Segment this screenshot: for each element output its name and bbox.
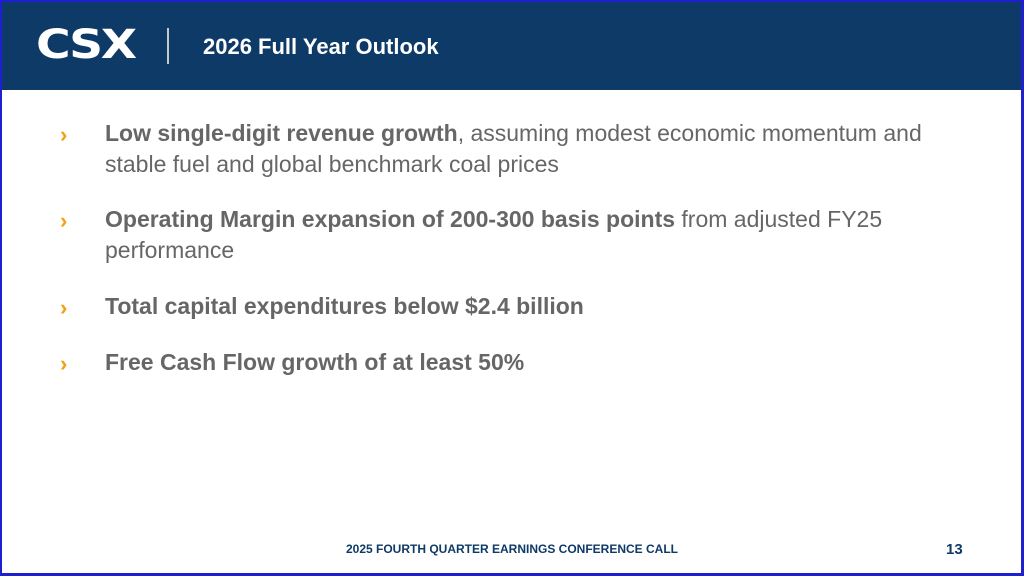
chevron-right-icon: ›: [60, 295, 68, 320]
bullet-text: , assuming modest economic momentum and …: [105, 120, 922, 177]
bullet-bold-text: Low single-digit revenue growth: [105, 120, 458, 146]
bullet-operating-margin: › Operating Margin expansion of 200-300 …: [60, 204, 960, 266]
bullet-bold-text: Total capital expenditures below $2.4 bi…: [105, 293, 584, 319]
bullet-bold-text: Free Cash Flow growth of at least 50%: [105, 349, 525, 375]
chevron-right-icon: ›: [60, 351, 68, 376]
bullet-free-cash-flow: › Free Cash Flow growth of at least 50%: [60, 347, 960, 378]
header-divider: [167, 28, 169, 64]
chevron-right-icon: ›: [60, 122, 68, 147]
chevron-right-icon: ›: [60, 208, 68, 233]
slide-title: 2026 Full Year Outlook: [203, 34, 439, 59]
footer-caption: 2025 FOURTH QUARTER EARNINGS CONFERENCE …: [345, 542, 679, 556]
slide-header: CSX 2026 Full Year Outlook: [0, 0, 1024, 90]
outlook-bullet-list: › Low single-digit revenue growth, assum…: [60, 118, 960, 378]
bullet-text: from adjusted FY25 performance: [105, 206, 883, 263]
page-number: 13: [946, 541, 963, 558]
csx-logo: CSX: [36, 20, 137, 70]
bullet-revenue-growth: › Low single-digit revenue growth, assum…: [60, 118, 960, 180]
bullet-bold-text: Operating Margin expansion of 200-300 ba…: [105, 206, 676, 232]
bullet-capital-expenditures: › Total capital expenditures below $2.4 …: [60, 291, 960, 322]
csx-logo-text: CSX: [36, 22, 137, 68]
